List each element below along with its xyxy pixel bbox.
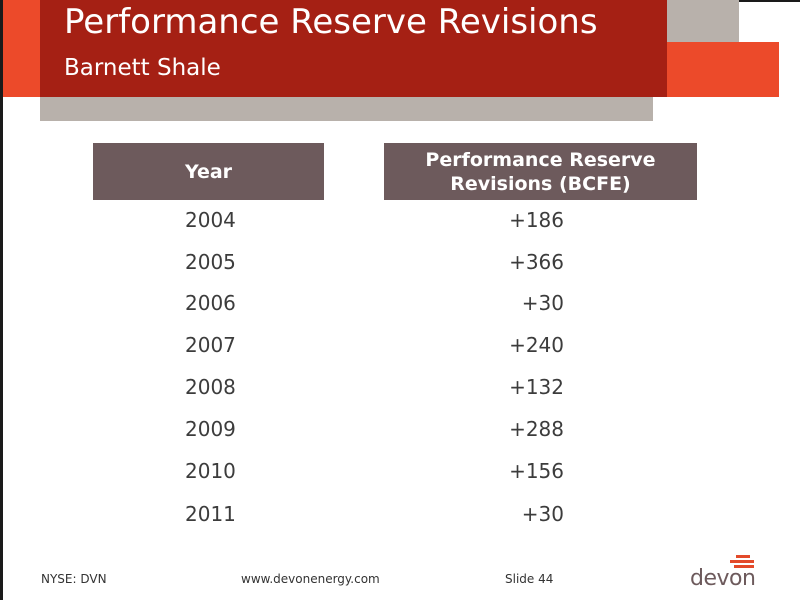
header-left-orange-block [3, 0, 40, 97]
cell-revision: +132 [509, 375, 564, 399]
cell-revision: +156 [509, 459, 564, 483]
logo-stripe [734, 565, 754, 568]
table-header-revisions-line1: Performance Reserve [425, 148, 656, 171]
cell-year: 2006 [185, 291, 236, 315]
logo-stripe [736, 555, 750, 558]
cell-revision: +186 [509, 208, 564, 232]
header-orange-accent [653, 42, 779, 97]
table-row: 2005 +366 [0, 250, 800, 280]
cell-revision: +30 [521, 291, 564, 315]
cell-year: 2009 [185, 417, 236, 441]
page-title: Performance Reserve Revisions [64, 2, 598, 42]
cell-revision: +288 [509, 417, 564, 441]
table-row: 2011 +30 [0, 502, 800, 532]
cell-year: 2010 [185, 459, 236, 483]
logo-text: devon [690, 566, 756, 591]
cell-year: 2004 [185, 208, 236, 232]
footer-ticker: NYSE: DVN [41, 572, 107, 586]
table-row: 2010 +156 [0, 459, 800, 489]
cell-year: 2008 [185, 375, 236, 399]
devon-logo: devon [690, 555, 760, 591]
table-row: 2007 +240 [0, 333, 800, 363]
table-header-revisions-line2: Revisions (BCFE) [450, 172, 631, 195]
logo-stripe [730, 560, 754, 563]
table-row: 2008 +132 [0, 375, 800, 405]
cell-year: 2007 [185, 333, 236, 357]
footer-slide-number: Slide 44 [505, 572, 554, 586]
cell-revision: +30 [521, 502, 564, 526]
table-header-year: Year [93, 143, 324, 200]
page-subtitle: Barnett Shale [64, 55, 221, 81]
table-row: 2006 +30 [0, 291, 800, 321]
header-banner [40, 0, 667, 97]
header-gray-accent [667, 0, 739, 42]
cell-revision: +366 [509, 250, 564, 274]
table-row: 2009 +288 [0, 417, 800, 447]
table-row: 2004 +186 [0, 208, 800, 238]
footer-url[interactable]: www.devonenergy.com [241, 572, 380, 586]
table-header-revisions: Performance Reserve Revisions (BCFE) [384, 143, 697, 200]
cell-year: 2011 [185, 502, 236, 526]
cell-revision: +240 [509, 333, 564, 357]
slide-frame-left [0, 0, 3, 600]
cell-year: 2005 [185, 250, 236, 274]
